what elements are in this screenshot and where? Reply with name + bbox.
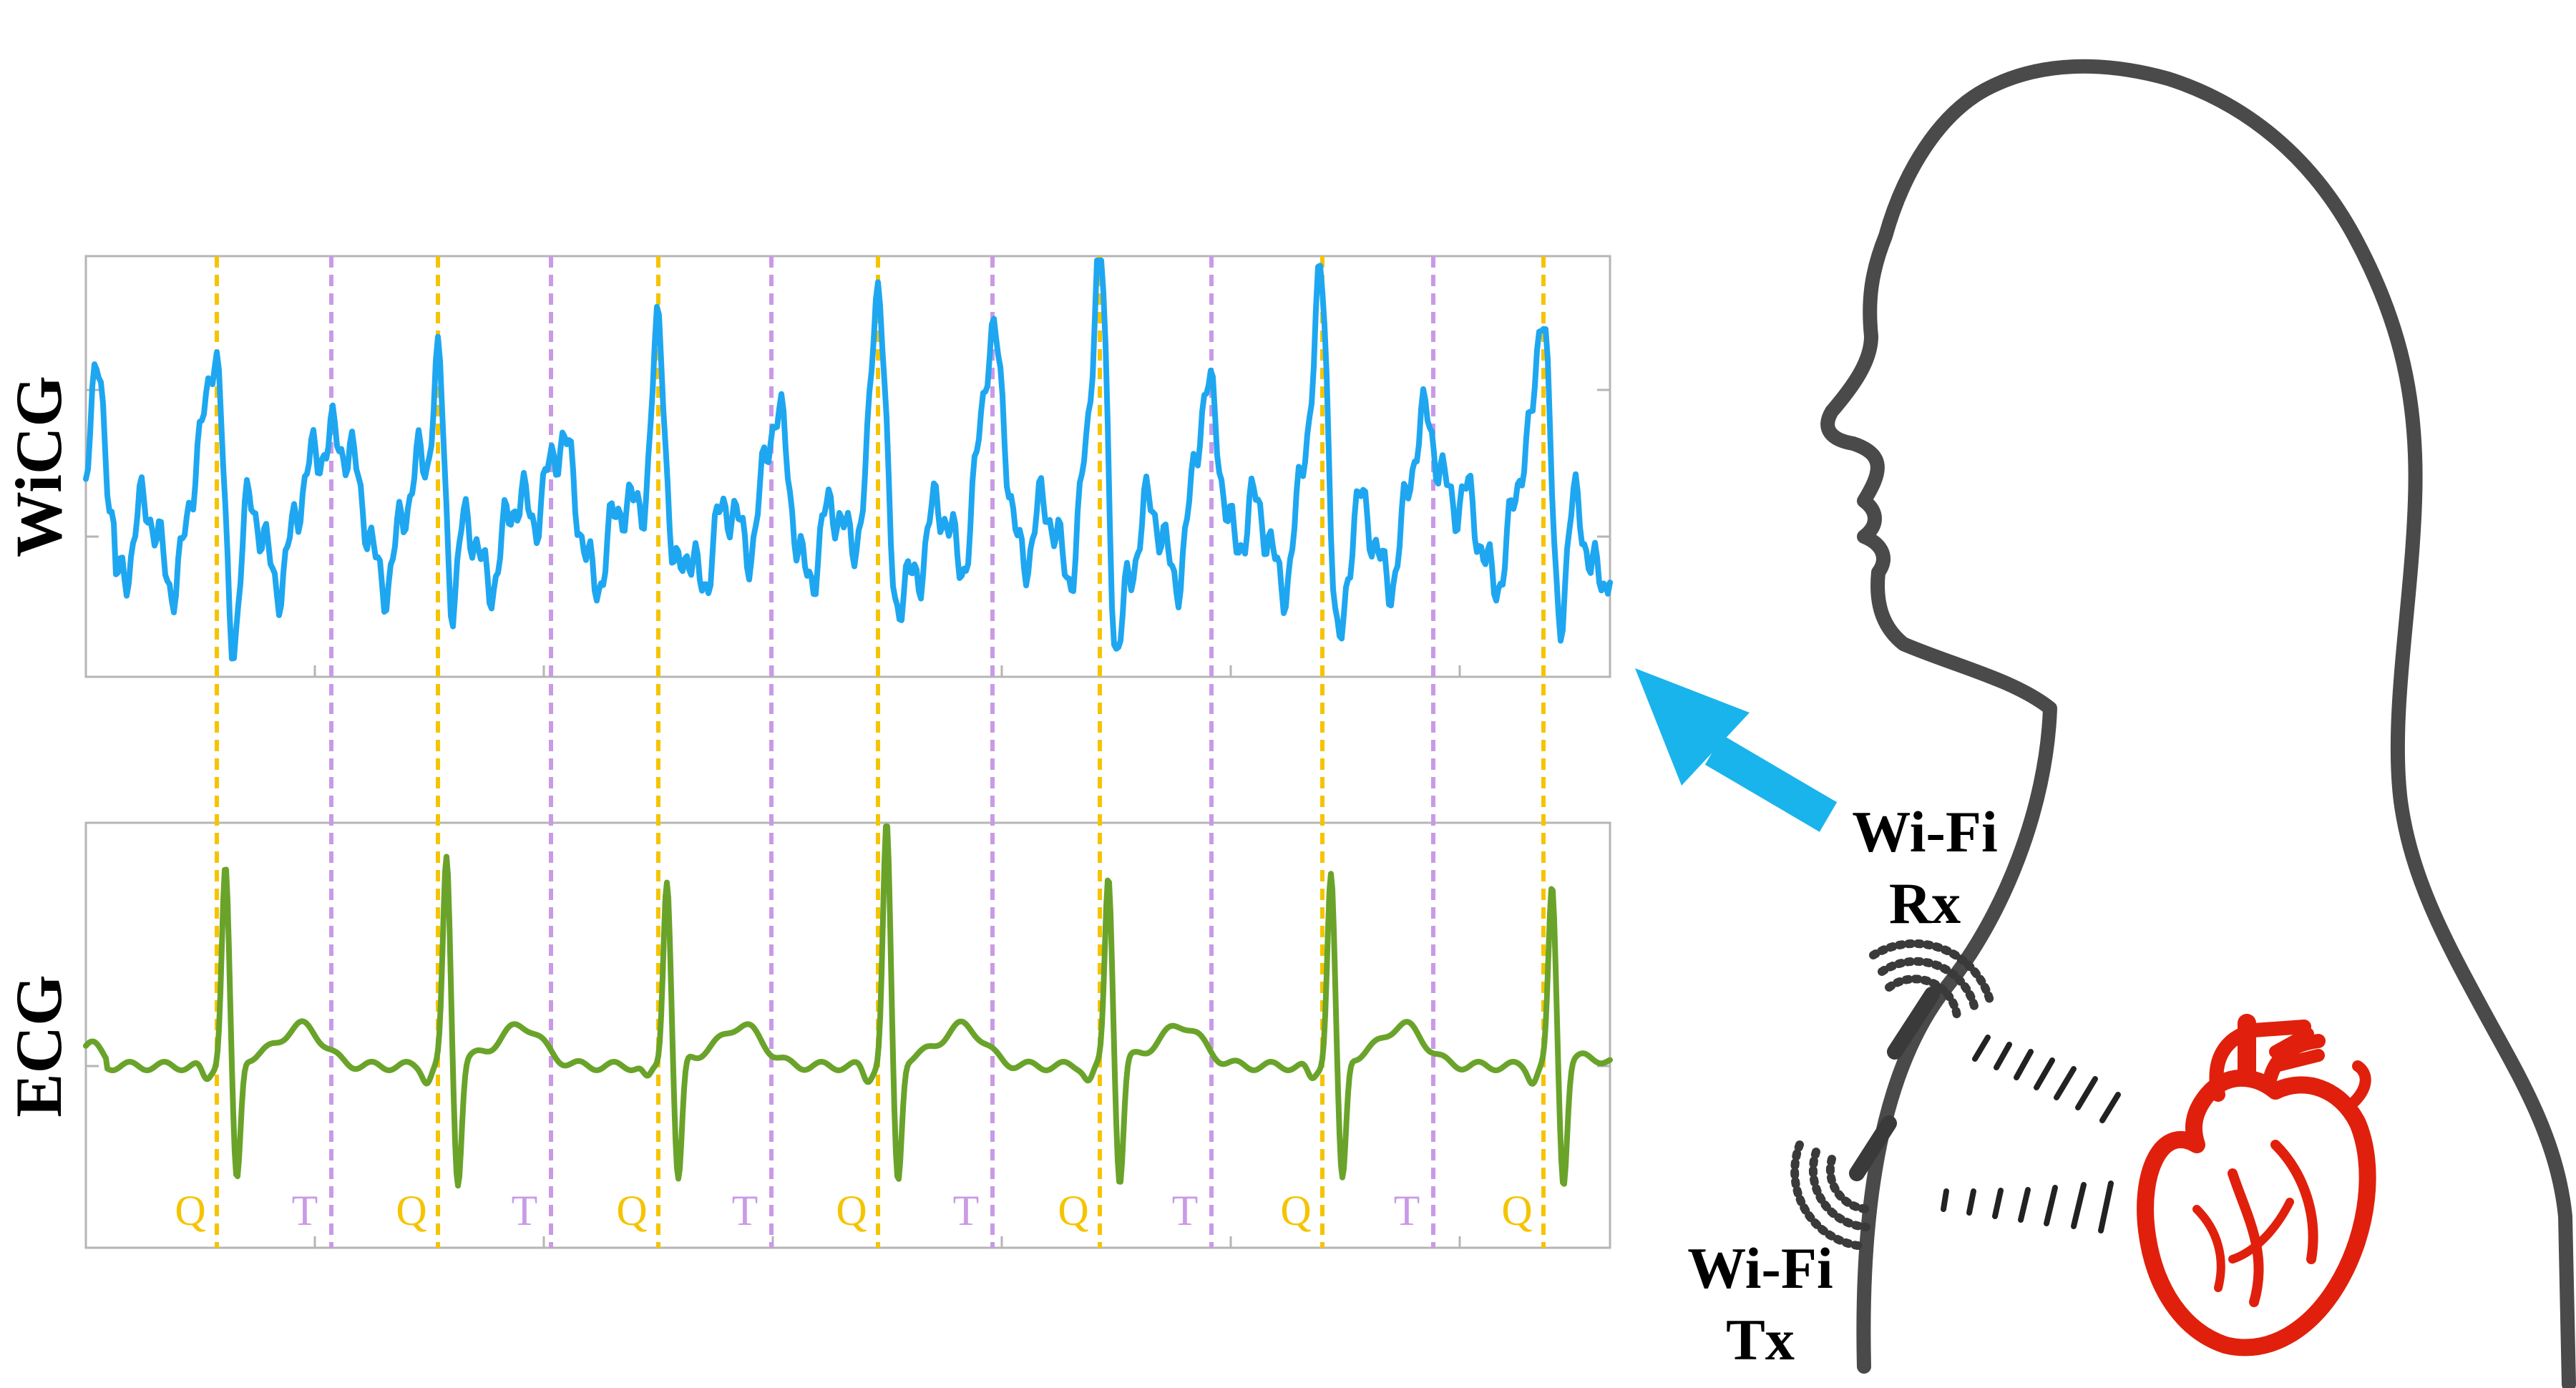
- t-marker-label: T: [732, 1187, 758, 1234]
- t-marker-label: T: [512, 1187, 538, 1234]
- t-marker-label: T: [953, 1187, 980, 1234]
- marker-lines: [215, 256, 1546, 1248]
- q-marker-label: Q: [1280, 1187, 1311, 1234]
- tx-label-line1: Wi-Fi: [1687, 1236, 1833, 1301]
- signal-arrow-icon: [1635, 668, 1838, 832]
- q-marker-label: Q: [616, 1187, 647, 1234]
- wifi-rx-antenna-icon: [1869, 939, 1995, 1060]
- q-marker-label: Q: [836, 1187, 867, 1234]
- t-marker-label: T: [1172, 1187, 1199, 1234]
- wifi-signal-waves: [1941, 1035, 2121, 1233]
- q-marker-label: Q: [1058, 1187, 1088, 1234]
- wifi-tx-antenna-icon: [1790, 1115, 1897, 1251]
- q-marker-label: Q: [396, 1187, 426, 1234]
- ecg-signal-line: [83, 823, 1613, 1189]
- heart-icon: [2137, 1014, 2376, 1357]
- rx-label-line1: Wi-Fi: [1852, 799, 1997, 864]
- rx-label-line2: Rx: [1889, 871, 1961, 936]
- marker-labels: Q Q Q Q Q Q QT T T T T T: [175, 1187, 1532, 1234]
- wicg-signal-line: [83, 258, 1613, 662]
- t-marker-label: T: [1394, 1187, 1420, 1234]
- q-marker-label: Q: [1501, 1187, 1532, 1234]
- human-silhouette: [1820, 59, 2576, 1388]
- t-marker-label: T: [292, 1187, 318, 1234]
- wicg-ylabel: WiCG: [2, 376, 75, 557]
- q-marker-label: Q: [175, 1187, 205, 1234]
- ecg-ylabel: ECG: [2, 974, 75, 1117]
- tx-label-line2: Tx: [1726, 1307, 1795, 1372]
- ecg-plot-frame: [84, 821, 1611, 1249]
